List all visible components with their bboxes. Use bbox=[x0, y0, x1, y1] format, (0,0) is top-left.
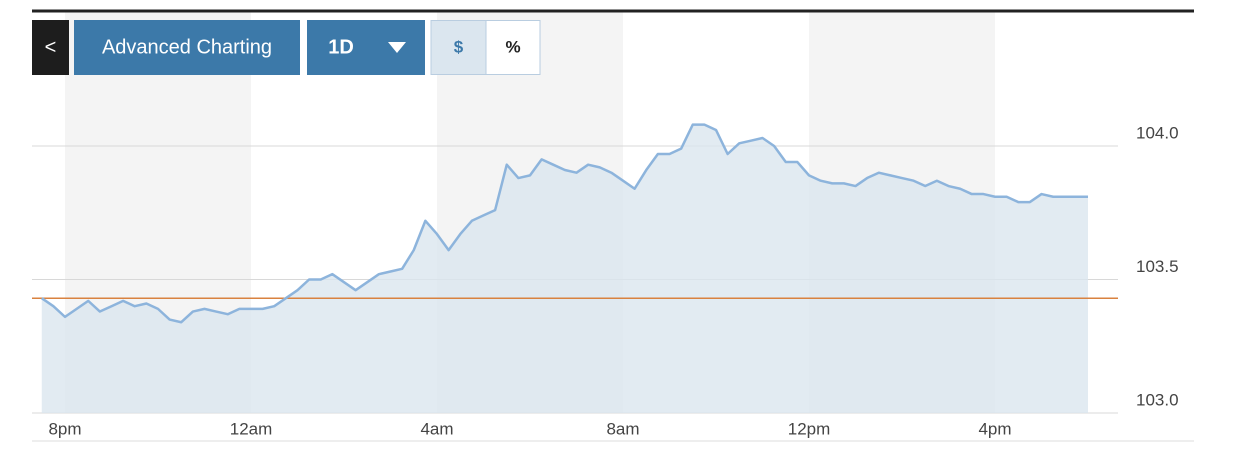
y-tick-label: 103.5 bbox=[1136, 257, 1179, 276]
price-line bbox=[41, 123, 1088, 324]
percent-button[interactable] bbox=[485, 20, 541, 75]
x-tick-label: 4pm bbox=[978, 419, 1011, 438]
dropdown-arrow bbox=[388, 42, 406, 53]
dollar-label: $ bbox=[454, 37, 464, 56]
button-label: Advanced Charting bbox=[102, 36, 272, 58]
dollar-button[interactable] bbox=[430, 20, 487, 75]
plot: 103.0 103.5 104.0 8pm 12am 4am 8am 12pm 4pm bbox=[32, 123, 1179, 438]
range-label: 1D bbox=[328, 36, 354, 58]
x-tick-label: 8pm bbox=[48, 419, 81, 438]
range-dropdown[interactable] bbox=[307, 20, 425, 75]
x-tick-label: 12am bbox=[230, 419, 273, 438]
area bbox=[41, 124, 1088, 413]
percent-label: % bbox=[505, 37, 520, 56]
y-tick-label: 104.0 bbox=[1136, 123, 1179, 142]
x-tick-label: 8am bbox=[606, 419, 639, 438]
x-tick-label: 4am bbox=[420, 419, 453, 438]
y-tick-label: 103.0 bbox=[1136, 390, 1179, 409]
advanced-charting-button[interactable] bbox=[74, 20, 300, 75]
back-label: < bbox=[45, 36, 57, 58]
x-tick-label: 12pm bbox=[788, 419, 831, 438]
back-button[interactable] bbox=[32, 20, 69, 75]
